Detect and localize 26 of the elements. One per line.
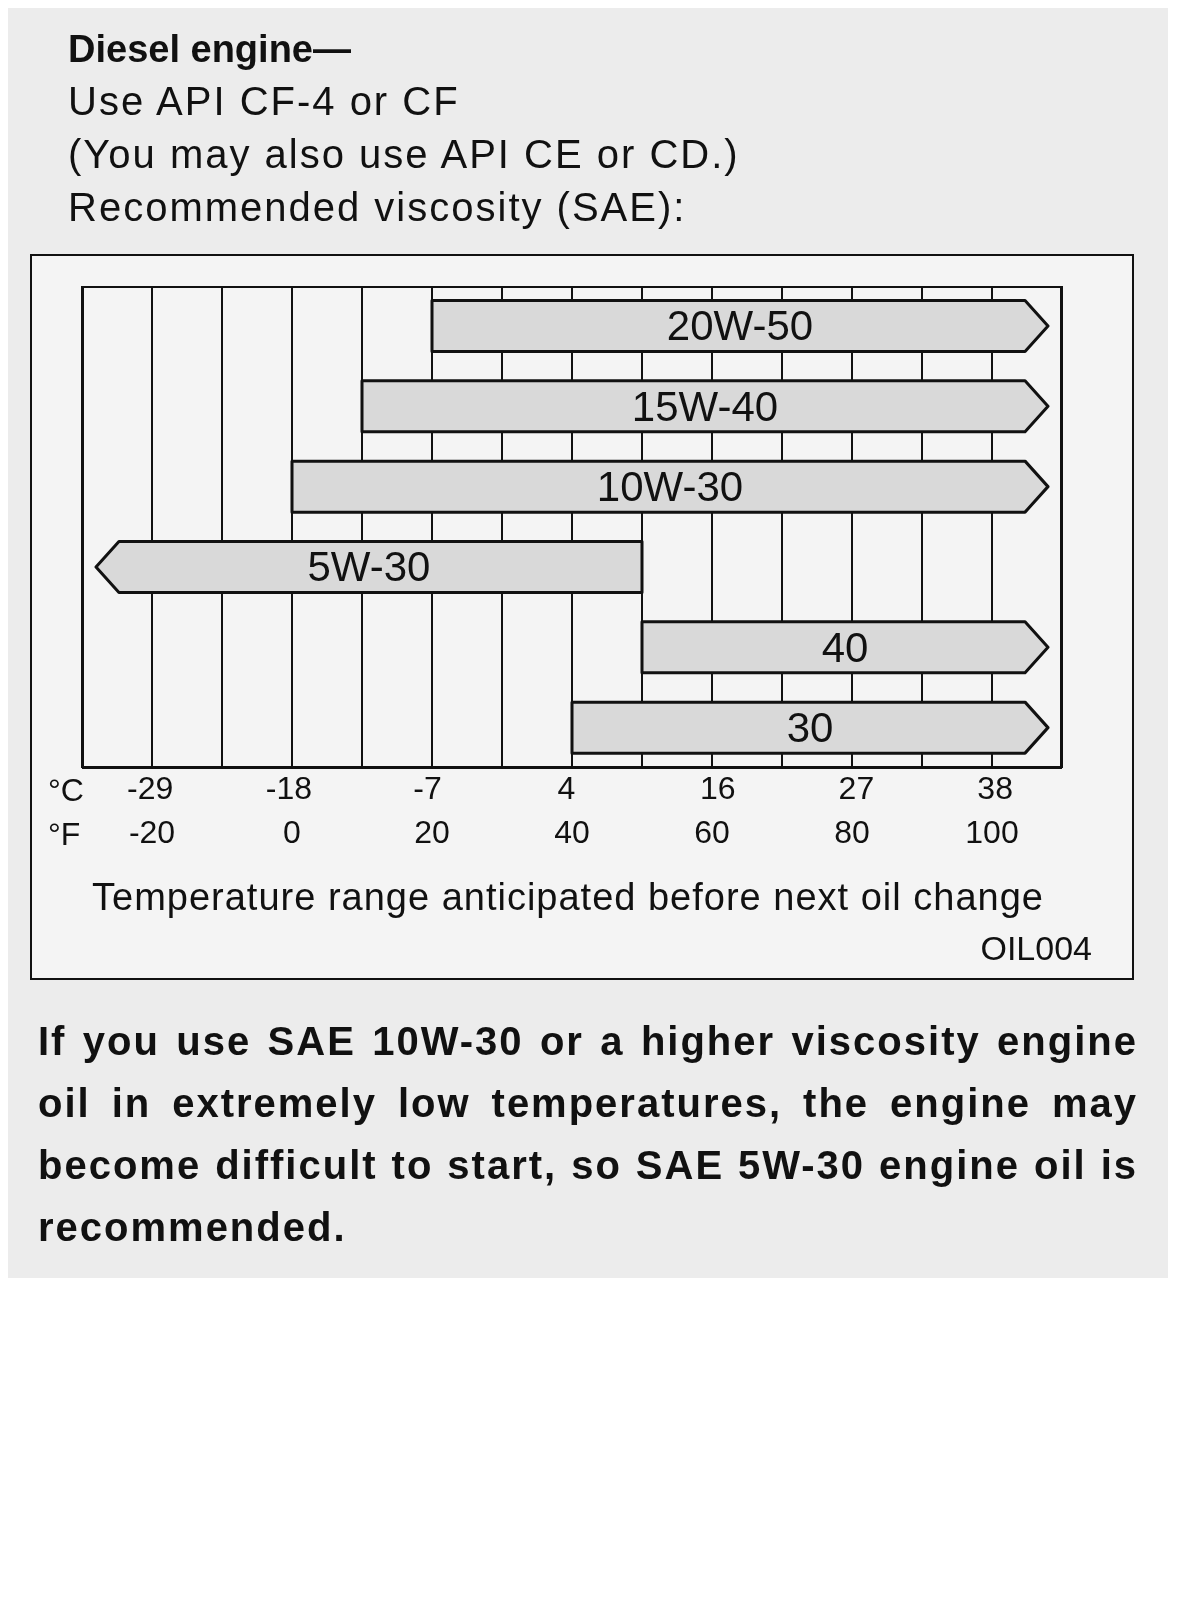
x2-axis-title: °C: [48, 772, 84, 809]
x2-tick-label: 16: [699, 769, 736, 806]
x2-tick-label: 4: [557, 769, 576, 806]
y-tick-label: 10W-30: [596, 463, 744, 511]
x-tick-label: -20: [128, 813, 176, 850]
y-tick-label: 20W-50: [666, 302, 814, 350]
x-tick-label: 100: [965, 813, 1019, 850]
x2-tick-label: -7: [413, 769, 442, 806]
text: If you use SAE 10W-30 or a higher viscosity engine oil in extremely low temperatures, the engine may become difficult to start, so SAE 5W-30 engine oil is recommended.: [38, 1018, 1138, 1251]
chart-title: Diesel engine—: [68, 28, 352, 71]
x2-tick-label: 38: [977, 769, 1013, 806]
text: Temperature range anticipated before next oil change: [92, 876, 1045, 919]
y-tick-label: 5W-30: [307, 543, 431, 591]
x-axis-title: °F: [48, 816, 81, 853]
x-tick-label: 0: [283, 813, 301, 850]
x-tick-label: 60: [694, 813, 730, 850]
x2-tick-label: 27: [838, 769, 875, 806]
x-tick-label: 20: [414, 813, 450, 850]
x2-tick-label: -18: [265, 769, 312, 806]
text: OIL004: [979, 929, 1092, 968]
chart-subtitle: Use API CF-4 or CF (You may also use API CE or CD.) Recommended viscosity (SAE):: [68, 79, 741, 230]
y-tick-label: 15W-40: [631, 382, 779, 430]
y-tick-label: 30: [786, 704, 834, 752]
x2-tick-label: -29: [126, 769, 174, 806]
x-tick-label: 80: [834, 813, 870, 850]
x-tick-label: 40: [554, 813, 590, 850]
